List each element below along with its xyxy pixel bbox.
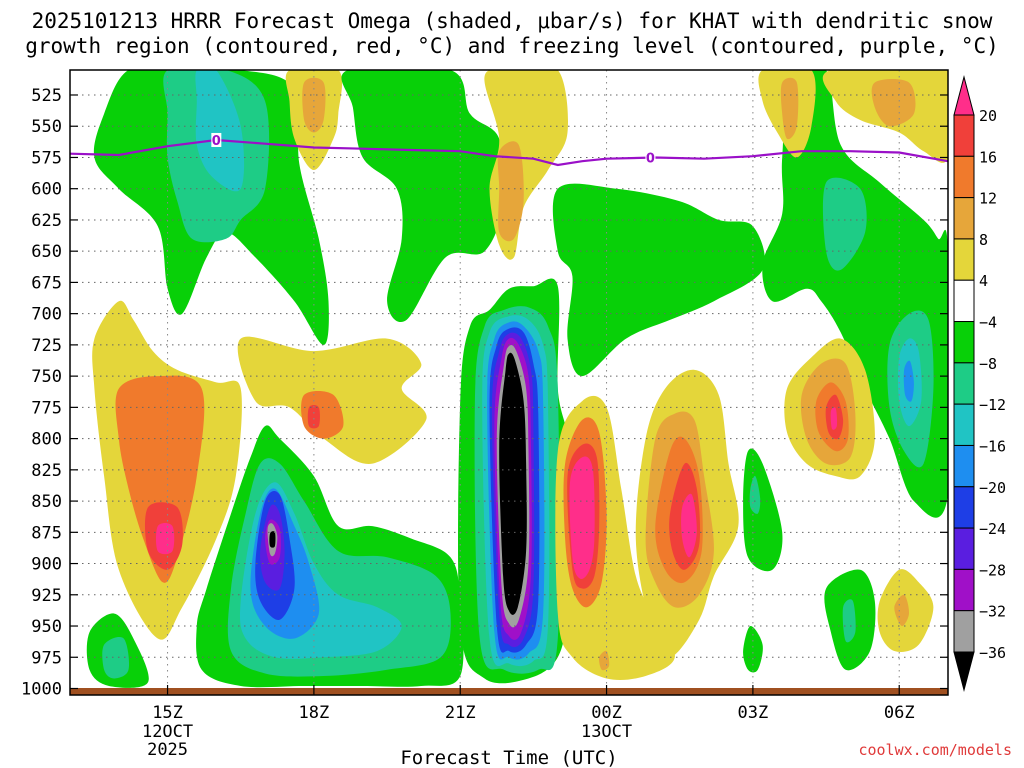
x-tick-label-18Z: 18Z [299, 703, 330, 723]
colorbar-swatch-12 [953, 568, 975, 612]
omega-region-red-mid-18z [307, 405, 320, 429]
y-tick-label-550: 550 [31, 117, 62, 137]
colorbar-swatch-1 [953, 114, 975, 157]
omega-region-blue-mid-06z [903, 360, 914, 402]
y-tick-label-800: 800 [31, 430, 62, 450]
colorbar-swatch-4 [953, 238, 975, 281]
colorbar-swatch-5 [953, 279, 975, 323]
x-tick-label-21Z: 21Z [445, 703, 476, 723]
chart-title-line-2: growth region (contoured, red, °C) and f… [25, 34, 999, 58]
y-tick-label-950: 950 [31, 617, 62, 637]
colorbar-label-5: −4 [979, 314, 997, 332]
freezing-level-label-bg-0 [211, 132, 222, 147]
colorbar-label-13: −36 [979, 644, 1006, 662]
colorbar-swatch-10 [953, 486, 975, 529]
omega-region-teal-upper-right [822, 177, 867, 271]
y-tick-label-525: 525 [31, 86, 62, 106]
colorbar-label-2: 12 [979, 190, 997, 208]
y-tick-label-625: 625 [31, 211, 62, 231]
y-tick-label-750: 750 [31, 367, 62, 387]
omega-region-green-upper-mid [341, 70, 506, 322]
y-tick-label-675: 675 [31, 273, 62, 293]
colorbar-swatch-3 [953, 197, 975, 240]
colorbar-bottom-triangle [953, 651, 975, 692]
y-tick-label-825: 825 [31, 461, 62, 481]
colorbar-label-1: 16 [979, 148, 997, 166]
colorbar-label-9: −20 [979, 479, 1006, 497]
omega-region-teal-lower-05z [842, 599, 856, 643]
colorbar-swatch-6 [953, 321, 975, 364]
omega-region-orange-upper-22z [497, 141, 524, 242]
y-tick-label-1000: 1000 [21, 680, 62, 700]
colorbar-label-10: −24 [979, 520, 1006, 538]
y-tick-label-975: 975 [31, 648, 62, 668]
chart-title-line-1: 2025101213 HRRR Forecast Omega (shaded, … [32, 9, 993, 33]
freezing-level-label-0: 0 [212, 134, 221, 149]
y-tick-label-875: 875 [31, 523, 62, 543]
omega-region-black-lower-mid [269, 531, 276, 548]
x-tick-label-03Z: 03Z [738, 703, 769, 723]
omega-region-magenta-low-left [156, 522, 175, 555]
y-tick-label-575: 575 [31, 148, 62, 168]
colorbar-label-3: 8 [979, 231, 988, 249]
freezing-level-contour: 00 [70, 132, 948, 167]
colorbar-swatch-11 [953, 527, 975, 570]
colorbar-swatch-9 [953, 444, 975, 488]
x-tick-label-15Z: 15Z [152, 703, 183, 723]
y-tick-label-850: 850 [31, 492, 62, 512]
colorbar-swatch-7 [953, 362, 975, 405]
omega-region-black-updraft-column [499, 352, 527, 615]
pressure-axis: 525 550 575 600 625 650 675 700 725 750 775 800 825 8… [21, 86, 948, 700]
omega-region-orange-top-right-a [780, 77, 799, 140]
colorbar-swatch-13 [953, 610, 975, 653]
freezing-level-label-1: 0 [646, 151, 655, 166]
ground-surface-bar [70, 688, 948, 695]
colorbar-label-6: −8 [979, 355, 997, 373]
omega-region-magenta-lower-23z [569, 456, 595, 580]
colorbar-label-0: 20 [979, 107, 997, 125]
x-tick-sublabel-15Z-0: 12OCT [142, 722, 193, 742]
omega-region-green-lower-03z [743, 625, 763, 673]
colorbar-label-11: −28 [979, 561, 1006, 579]
x-tick-label-00Z: 00Z [591, 703, 622, 723]
freezing-level-label-bg-1 [645, 150, 656, 165]
omega-region-magenta-mid-04z [830, 407, 838, 430]
freezing-level-line [70, 138, 948, 167]
credit-text: coolwx.com/models [858, 741, 1012, 759]
colorbar-swatch-2 [953, 155, 975, 199]
y-tick-label-700: 700 [31, 305, 62, 325]
colorbar: 20 16 12 8 4 −4 −8 −12 −16 −20 −24 −28 −32 −36 [953, 75, 1006, 692]
y-tick-label-725: 725 [31, 336, 62, 356]
omega-region-magenta-lower-01z [681, 493, 697, 558]
colorbar-label-8: −16 [979, 437, 1006, 455]
omega-region-orange-top-18z [302, 77, 326, 133]
omega-region-teal-03z-column [749, 475, 761, 514]
omega-region-green-center-wide [552, 183, 765, 377]
x-tick-sublabel-00Z-0: 13OCT [581, 722, 632, 742]
colorbar-label-12: −32 [979, 603, 1006, 621]
omega-region-teal-lower-left [102, 637, 130, 679]
plot-frame [69, 69, 949, 696]
omega-shading [86, 70, 948, 688]
y-tick-label-925: 925 [31, 586, 62, 606]
omega-region-orange-lower-06z [894, 594, 910, 627]
colorbar-swatch-8 [953, 403, 975, 446]
colorbar-label-4: 4 [979, 272, 988, 290]
omega-region-cyan-upper-left [195, 70, 245, 192]
y-tick-label-650: 650 [31, 242, 62, 262]
y-tick-label-600: 600 [31, 180, 62, 200]
omega-region-orange-top-right-b [871, 78, 916, 127]
x-tick-label-06Z: 06Z [884, 703, 915, 723]
colorbar-label-7: −12 [979, 396, 1006, 414]
x-tick-sublabel-15Z-1: 2025 [147, 740, 188, 760]
y-tick-label-900: 900 [31, 555, 62, 575]
y-tick-label-775: 775 [31, 398, 62, 418]
x-axis-label: Forecast Time (UTC) [400, 747, 617, 768]
